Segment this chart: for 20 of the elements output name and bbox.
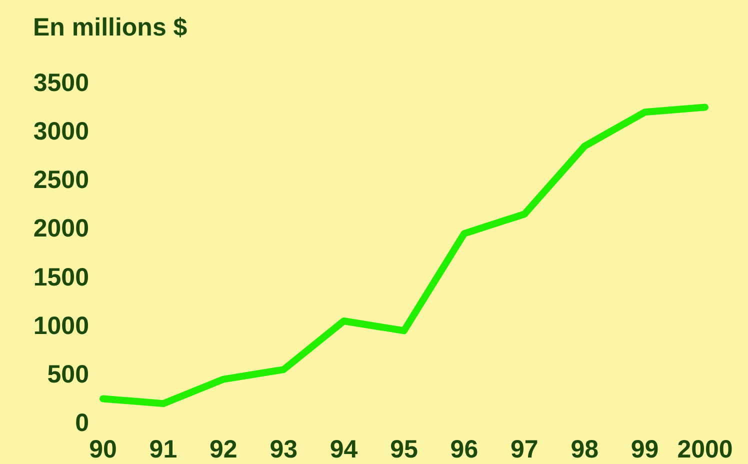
x-tick-label: 97 <box>510 436 538 464</box>
y-tick-label: 1000 <box>33 312 89 340</box>
x-tick-label: 94 <box>330 436 358 464</box>
x-tick-label: 92 <box>209 436 238 464</box>
x-tick-label: 98 <box>570 436 599 464</box>
x-tick-label: 93 <box>270 436 298 464</box>
x-tick-label: 2000 <box>677 436 733 464</box>
x-tick-label: 90 <box>89 436 117 464</box>
y-tick-label: 0 <box>75 409 89 437</box>
y-tick-label: 1500 <box>33 263 89 292</box>
y-tick-label: 2500 <box>33 166 89 194</box>
y-tick-label: 3500 <box>33 69 89 97</box>
x-tick-label: 95 <box>390 436 418 464</box>
x-tick-label: 96 <box>450 436 478 464</box>
x-tick-label: 91 <box>149 436 178 464</box>
y-tick-label: 500 <box>47 360 89 388</box>
x-tick-label: 99 <box>630 436 659 464</box>
y-tick-label: 3000 <box>33 118 89 146</box>
y-tick-label: 2000 <box>33 214 89 243</box>
y-axis-title: En millions $ <box>33 14 188 42</box>
